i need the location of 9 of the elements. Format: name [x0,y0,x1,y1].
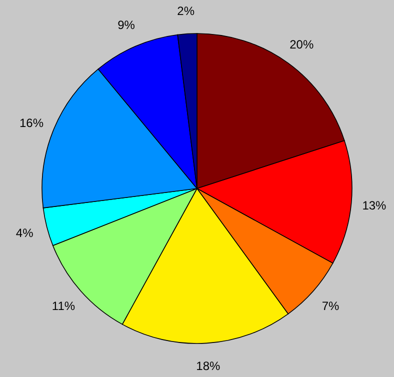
data-label: 16% [19,116,44,130]
data-label: 2% [177,4,195,18]
data-label: 13% [362,198,387,212]
data-label: 11% [52,299,76,314]
data-label: 4% [16,226,34,240]
data-label: 9% [118,18,136,32]
data-label: 7% [322,299,340,314]
data-label: 18% [196,359,221,374]
data-label: 20% [290,37,314,52]
